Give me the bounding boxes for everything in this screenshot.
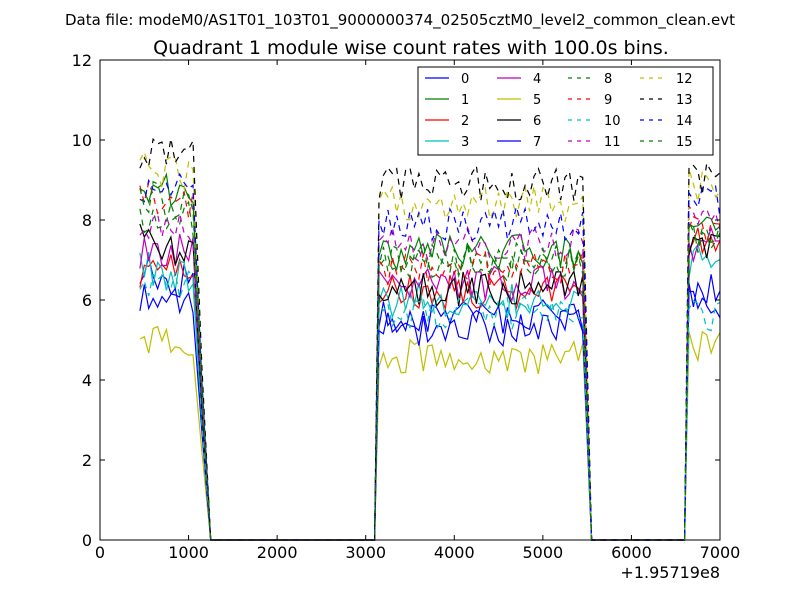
y-tick-label: 6 bbox=[82, 291, 92, 310]
x-tick-label: 1000 bbox=[168, 543, 209, 562]
x-tick-label: 5000 bbox=[522, 543, 563, 562]
x-offset-label: +1.95719e8 bbox=[620, 563, 720, 582]
legend-frame bbox=[417, 66, 714, 156]
legend-label-4: 4 bbox=[533, 72, 541, 87]
series-line-7 bbox=[139, 281, 721, 541]
legend-label-13: 13 bbox=[676, 93, 693, 108]
y-tick-label: 4 bbox=[82, 371, 92, 390]
series-line-10 bbox=[139, 270, 721, 541]
legend-label-7: 7 bbox=[533, 135, 541, 150]
series-line-3 bbox=[139, 243, 721, 541]
legend-label-14: 14 bbox=[676, 114, 693, 129]
series-line-13 bbox=[139, 137, 721, 541]
chart-title: Quadrant 1 module wise count rates with … bbox=[153, 37, 669, 59]
x-tick-label: 0 bbox=[95, 543, 105, 562]
series-line-5 bbox=[139, 325, 721, 541]
y-tick-label: 12 bbox=[72, 51, 92, 70]
legend-label-5: 5 bbox=[533, 93, 541, 108]
legend-label-2: 2 bbox=[461, 114, 469, 129]
y-tick-label: 0 bbox=[82, 531, 92, 550]
x-tick-label: 2000 bbox=[257, 543, 298, 562]
series-line-14 bbox=[139, 172, 721, 541]
series-line-8 bbox=[139, 200, 721, 541]
legend-label-10: 10 bbox=[604, 114, 621, 129]
series-line-11 bbox=[139, 204, 721, 541]
y-tick-label: 2 bbox=[82, 451, 92, 470]
legend-label-15: 15 bbox=[676, 135, 693, 150]
legend-label-3: 3 bbox=[461, 135, 469, 150]
y-tick-label: 10 bbox=[72, 131, 92, 150]
legend-label-11: 11 bbox=[604, 135, 621, 150]
legend-label-0: 0 bbox=[461, 72, 469, 87]
x-tick-label: 3000 bbox=[345, 543, 386, 562]
y-tick-label: 8 bbox=[82, 211, 92, 230]
series-line-9 bbox=[139, 179, 721, 541]
legend-label-8: 8 bbox=[604, 72, 612, 87]
x-tick-label: 7000 bbox=[700, 543, 741, 562]
x-tick-label: 6000 bbox=[611, 543, 652, 562]
legend-label-12: 12 bbox=[676, 72, 693, 87]
legend-label-9: 9 bbox=[604, 93, 612, 108]
figure-suptitle: Data file: modeM0/AS1T01_103T01_90000003… bbox=[65, 11, 735, 30]
series-layer bbox=[139, 137, 721, 541]
series-line-15 bbox=[139, 180, 721, 541]
x-tick-label: 4000 bbox=[434, 543, 475, 562]
series-line-6 bbox=[139, 223, 721, 541]
legend-label-6: 6 bbox=[533, 114, 541, 129]
legend-label-1: 1 bbox=[461, 93, 469, 108]
